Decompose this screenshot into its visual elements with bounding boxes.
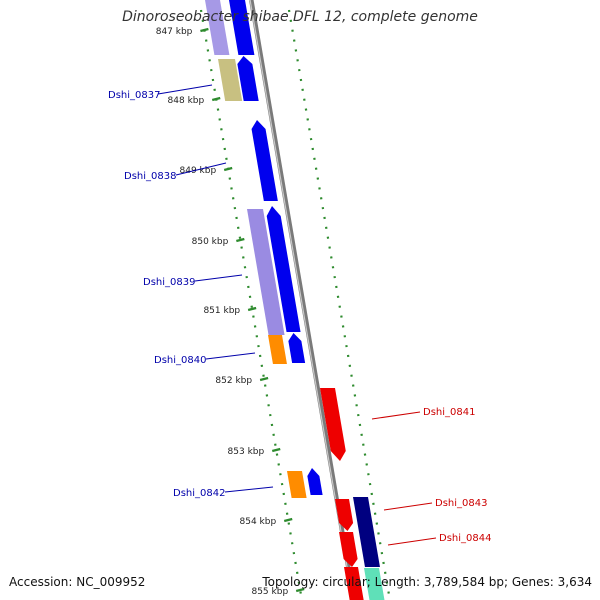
rna-feature-0842 (287, 471, 307, 498)
forward-cds-0839 (266, 206, 301, 332)
forward-cds-top (229, 0, 255, 55)
reverse-cds-0844 (339, 532, 358, 567)
reverse-cds-bottom (344, 567, 364, 600)
reverse-label-leader (387, 537, 437, 546)
forward-cds-0842 (307, 468, 323, 495)
forward-gene-label: Dshi_0839 (143, 277, 195, 288)
forward-cds-0837 (237, 56, 259, 101)
tick-mark (211, 96, 221, 102)
reverse-gene-label: Dshi_0841 (423, 407, 475, 418)
genome-title: Dinoroseobacter shibae DFL 12, complete … (122, 9, 478, 25)
teal-gene-feature (364, 568, 385, 600)
gene-feature-top (205, 0, 230, 55)
tick-mark (247, 306, 257, 312)
reverse-label-leader (371, 411, 421, 420)
forward-gene-label: Dshi_0840 (154, 355, 206, 366)
rna-feature-0840 (268, 335, 287, 364)
tick-mark (271, 447, 281, 453)
forward-gene-label: Dshi_0842 (173, 488, 225, 499)
genome-summary-text: Topology: circular; Length: 3,789,584 bp… (262, 575, 592, 589)
forward-cds-0840 (288, 333, 306, 363)
forward-cds-0838 (251, 120, 278, 201)
reverse-gene-label: Dshi_0844 (439, 533, 491, 544)
accession-text: Accession: NC_009952 (9, 575, 146, 589)
tick-label: 854 kbp (240, 517, 277, 527)
forward-label-leader (175, 162, 227, 176)
forward-label-leader (194, 274, 243, 282)
forward-label-leader (157, 84, 213, 95)
tick-mark (259, 376, 269, 382)
gene-feature-0839 (247, 209, 285, 335)
tick-mark (200, 27, 209, 33)
tick-mark (283, 517, 293, 523)
tick-label: 848 kbp (168, 96, 205, 106)
tick-mark (236, 237, 245, 243)
reverse-gene-label: Dshi_0843 (435, 498, 487, 509)
tick-label: 849 kbp (180, 166, 217, 176)
reverse-cds-0841 (320, 388, 346, 461)
forward-gene-label: Dshi_0837 (108, 90, 160, 101)
tick-label: 850 kbp (192, 237, 229, 247)
gene-feature-0837 (218, 59, 243, 101)
tick-mark (223, 166, 233, 172)
tick-mark (295, 587, 305, 593)
dark-gene-feature (353, 497, 380, 567)
forward-label-leader (224, 486, 274, 493)
tick-label: 855 kbp (251, 587, 288, 597)
forward-label-leader (205, 352, 256, 360)
tick-label: 853 kbp (228, 447, 265, 457)
tick-label: 851 kbp (203, 306, 240, 316)
tick-label: 852 kbp (215, 376, 252, 386)
reverse-label-leader (383, 502, 433, 511)
tick-label: 847 kbp (156, 27, 193, 37)
reverse-cds-0843 (335, 499, 354, 531)
forward-gene-label: Dshi_0838 (124, 171, 176, 182)
